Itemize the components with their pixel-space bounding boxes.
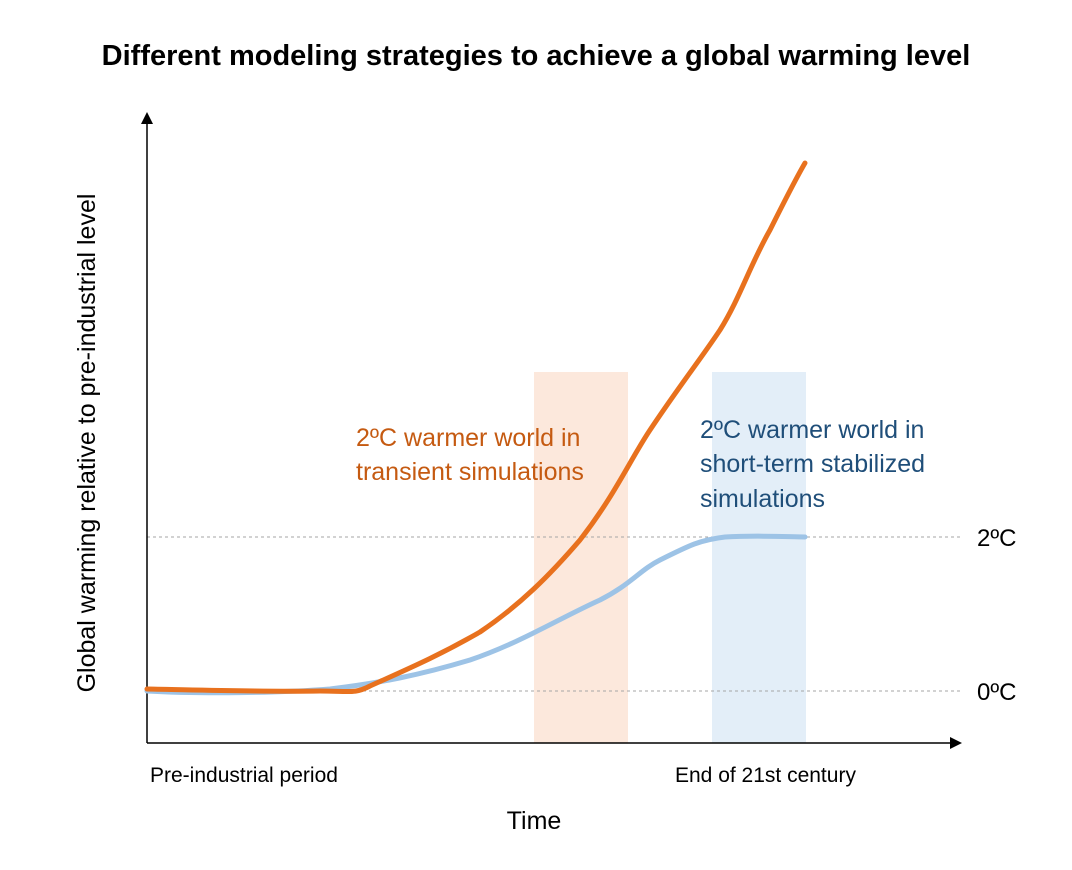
y-axis-label: Global warming relative to pre-industria… [73, 194, 101, 693]
zero-degree-level-label: 0ºC [977, 679, 1016, 706]
x-axis-label: Time [507, 807, 562, 835]
transient-annotation-line-2: transient simulations [356, 458, 584, 486]
stabilized-simulation-line [144, 533, 808, 696]
transient-window-band [534, 372, 628, 743]
stabilized-annotation-line-2: short-term stabilized [700, 450, 925, 478]
y-axis-arrow [141, 112, 153, 124]
chart-title: Different modeling strategies to achieve… [101, 40, 971, 72]
transient-simulation-line [144, 160, 808, 695]
stabilized-window-band [712, 372, 806, 743]
two-degree-level-label: 2ºC [977, 525, 1016, 552]
transient-annotation-line-1: 2ºC warmer world in [356, 424, 580, 452]
x-tick-start-label: Pre-industrial period [150, 764, 338, 787]
stabilized-annotation-line-1: 2ºC warmer world in [700, 416, 924, 444]
stabilized-annotation-line-3: simulations [700, 485, 825, 513]
x-tick-end-label: End of 21st century [675, 764, 856, 787]
x-axis-arrow [950, 737, 962, 749]
